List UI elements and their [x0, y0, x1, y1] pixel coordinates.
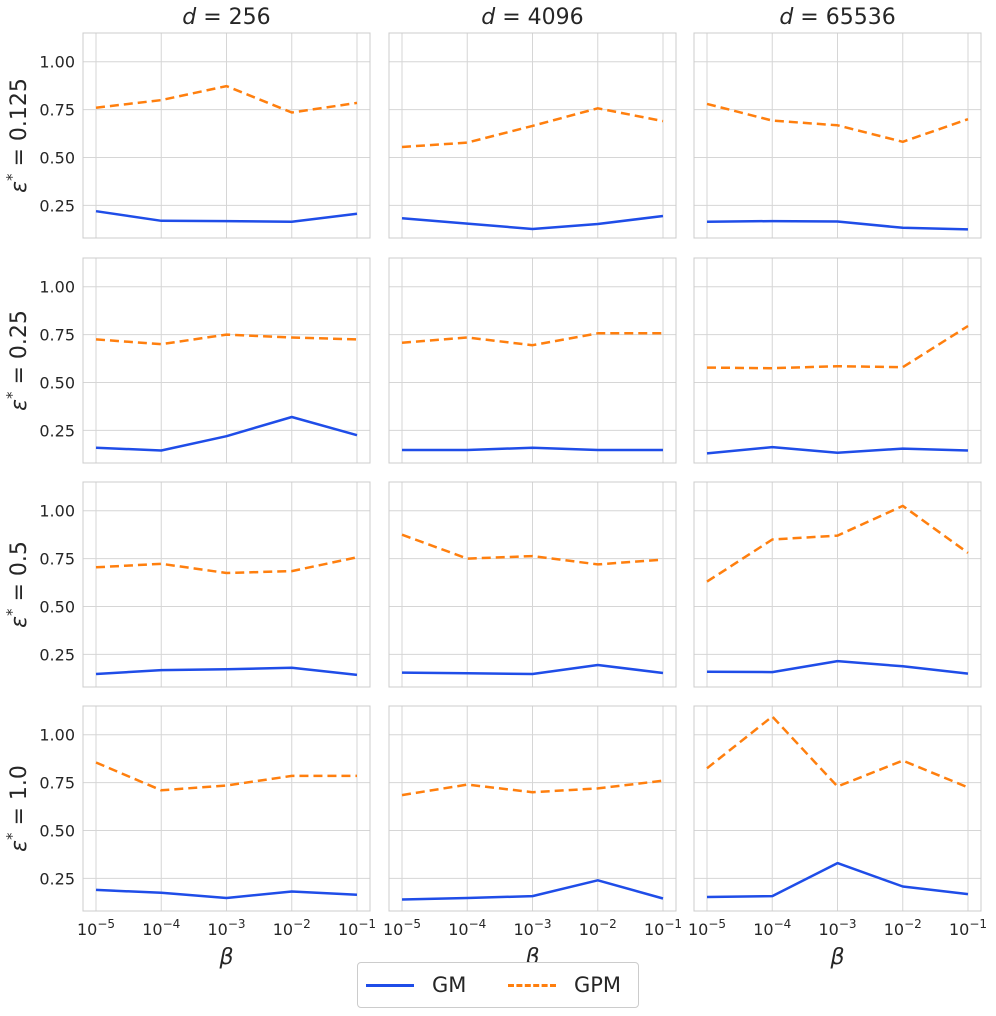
x-tick-label: 10−5: [77, 917, 115, 939]
y-tick-label: 0.75: [39, 101, 75, 120]
x-axis-label: β: [829, 945, 844, 970]
series-line-gpm: [95, 556, 358, 575]
panel-r1-c2: [388, 32, 677, 239]
series-line-gpm: [95, 761, 357, 792]
series-line-gpm: [401, 332, 663, 347]
panel-frame: [388, 481, 677, 688]
series-line-gm: [95, 888, 358, 900]
series-line-gpm: [401, 779, 664, 797]
series-line-gpm: [706, 324, 969, 370]
panel-frame: [693, 481, 982, 688]
x-tick-label: 10−3: [818, 917, 856, 939]
y-tick-label: 1.00: [39, 726, 75, 745]
panel-frame: [82, 705, 371, 912]
series-line-gpm: [706, 102, 969, 144]
panel-r2-c1: 0.25 0.50 0.75 1.00: [39, 257, 371, 464]
legend-item-gpm: GPM: [508, 963, 621, 1007]
series-line-gm: [706, 445, 969, 455]
panel-frame: [82, 257, 371, 464]
panel-r3-c3: [693, 481, 982, 688]
x-tick-label: 10−5: [688, 917, 726, 939]
panel-frame: [388, 32, 677, 239]
x-axis-label: β: [218, 945, 233, 970]
legend-label-gm: GM: [432, 973, 467, 997]
panel-r4-c1: 0.25 0.50 0.75 1.00 10−5 10−4 10−3 10−2 10−1 β: [39, 705, 376, 970]
panel-r3-c1: 0.25 0.50 0.75 1.00: [39, 481, 371, 688]
panel-frame: [693, 257, 982, 464]
x-tick-label: 10−1: [949, 917, 987, 939]
series-line-gpm: [706, 504, 969, 583]
y-tick-label: 0.50: [39, 822, 75, 841]
series-line-gm: [95, 666, 358, 677]
series-line-gm: [706, 219, 969, 231]
series-line-gm: [401, 214, 664, 231]
x-tick-label: 10−1: [644, 917, 682, 939]
row-title-4: ε* = 1.0: [3, 765, 32, 852]
x-tick-label: 10−1: [338, 917, 376, 939]
y-tick-label: 0.25: [39, 645, 75, 664]
series-line-gm: [95, 209, 358, 223]
panel-frame: [82, 481, 371, 688]
y-tick-label: 1.00: [39, 278, 75, 297]
x-tick-label: 10−5: [383, 917, 421, 939]
panel-r2-c3: [693, 257, 982, 464]
panel-r1-c1: 0.25 0.50 0.75 1.00: [39, 32, 371, 239]
panel-r1-c3: [693, 32, 982, 239]
series-line-gm: [401, 663, 664, 676]
x-tick-label: 10−2: [273, 917, 311, 939]
column-title-1: d = 256: [182, 5, 270, 30]
x-tick-label: 10−4: [753, 917, 791, 939]
y-tick-label: 0.50: [39, 598, 75, 617]
y-tick-label: 0.50: [39, 374, 75, 393]
x-tick-label: 10−3: [513, 917, 551, 939]
legend-label-gpm: GPM: [574, 973, 622, 997]
row-title-1: ε* = 0.125: [3, 78, 32, 193]
panel-r4-c2: 10−5 10−4 10−3 10−2 10−1β: [383, 705, 682, 970]
x-tick-label: 10−4: [448, 917, 486, 939]
series-line-gpm: [401, 107, 664, 149]
legend-swatch-gpm: [508, 983, 556, 987]
y-tick-label: 0.25: [39, 421, 75, 440]
series-line-gpm: [401, 533, 664, 566]
legend-item-gm: GM: [366, 963, 466, 1007]
y-tick-label: 0.75: [39, 550, 75, 569]
series-line-gpm: [706, 715, 969, 789]
y-tick-label: 0.25: [39, 196, 75, 215]
column-title-2: d = 4096: [481, 5, 583, 30]
y-tick-label: 1.00: [39, 53, 75, 72]
panel-r2-c2: [388, 257, 677, 464]
panel-frame: [693, 705, 982, 912]
panel-r4-c3: 10−5 10−4 10−3 10−2 10−1 β: [688, 705, 987, 970]
x-tick-label: 10−4: [142, 917, 180, 939]
series-line-gm: [706, 861, 969, 899]
panel-frame: [82, 32, 371, 239]
panel-frame: [388, 257, 677, 464]
x-tick-label: 10−2: [884, 917, 922, 939]
row-title-3: ε* = 0.5: [3, 541, 32, 628]
y-tick-label: 0.75: [39, 326, 75, 345]
legend: GM GPM: [357, 962, 639, 1008]
x-tick-label: 10−3: [207, 917, 245, 939]
series-line-gm: [401, 879, 664, 901]
y-tick-label: 1.00: [39, 502, 75, 521]
series-line-gm: [95, 415, 358, 452]
panel-r3-c2: [388, 481, 677, 688]
panel-frame: [388, 705, 677, 912]
series-line-gm: [706, 659, 969, 675]
row-title-2: ε* = 0.25: [3, 310, 32, 411]
column-title-3: d = 65536: [779, 5, 895, 30]
series-line-gpm: [95, 84, 358, 114]
panel-frame: [693, 32, 982, 239]
series-line-gm: [402, 446, 663, 452]
x-tick-label: 10−2: [579, 917, 617, 939]
y-tick-label: 0.25: [39, 869, 75, 888]
y-tick-label: 0.75: [39, 774, 75, 793]
series-line-gpm: [95, 333, 358, 346]
y-tick-label: 0.50: [39, 149, 75, 168]
legend-swatch-gm: [366, 983, 414, 987]
